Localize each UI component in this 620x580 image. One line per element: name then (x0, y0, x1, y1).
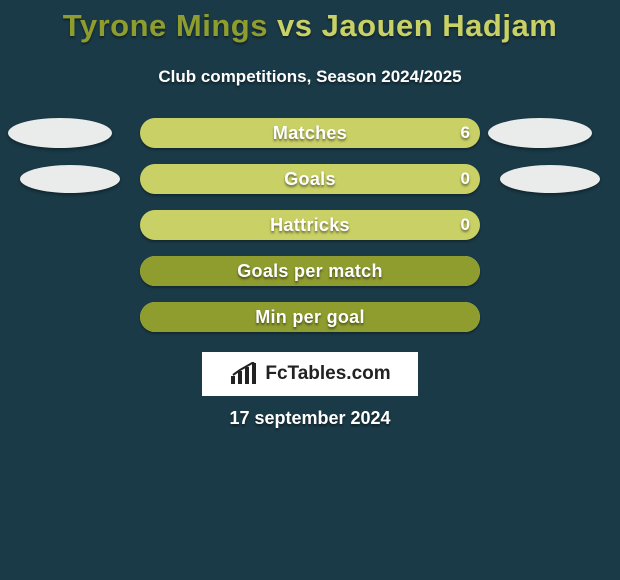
stat-bar: Matches6 (140, 118, 480, 148)
title-player-left: Tyrone Mings (63, 8, 268, 43)
attribution-logo: FcTables.com (202, 352, 418, 396)
player-left-marker (8, 118, 112, 148)
stat-row: Goals0 (0, 164, 620, 210)
stat-value-right: 0 (461, 210, 470, 240)
stat-value-right: 0 (461, 164, 470, 194)
title-vs: vs (268, 8, 322, 43)
subtitle: Club competitions, Season 2024/2025 (0, 67, 620, 87)
player-left-marker (20, 165, 120, 193)
stat-label: Min per goal (140, 302, 480, 332)
stat-bar: Goals0 (140, 164, 480, 194)
stat-row: Min per goal (0, 302, 620, 348)
attribution-text: FcTables.com (265, 363, 390, 385)
logo-bars-icon (229, 362, 259, 386)
stat-bar: Hattricks0 (140, 210, 480, 240)
stat-row: Hattricks0 (0, 210, 620, 256)
title-player-right: Jaouen Hadjam (322, 8, 558, 43)
stat-label: Goals (140, 164, 480, 194)
stat-label: Matches (140, 118, 480, 148)
stat-label: Hattricks (140, 210, 480, 240)
stat-bar: Goals per match (140, 256, 480, 286)
player-right-marker (500, 165, 600, 193)
page-title: Tyrone Mings vs Jaouen Hadjam (0, 0, 620, 44)
snapshot-date: 17 september 2024 (0, 408, 620, 429)
stat-bar: Min per goal (140, 302, 480, 332)
stat-value-right: 6 (461, 118, 470, 148)
player-right-marker (488, 118, 592, 148)
stat-row: Matches6 (0, 118, 620, 164)
stat-label: Goals per match (140, 256, 480, 286)
stat-row: Goals per match (0, 256, 620, 302)
stats-container: Matches6Goals0Hattricks0Goals per matchM… (0, 118, 620, 348)
